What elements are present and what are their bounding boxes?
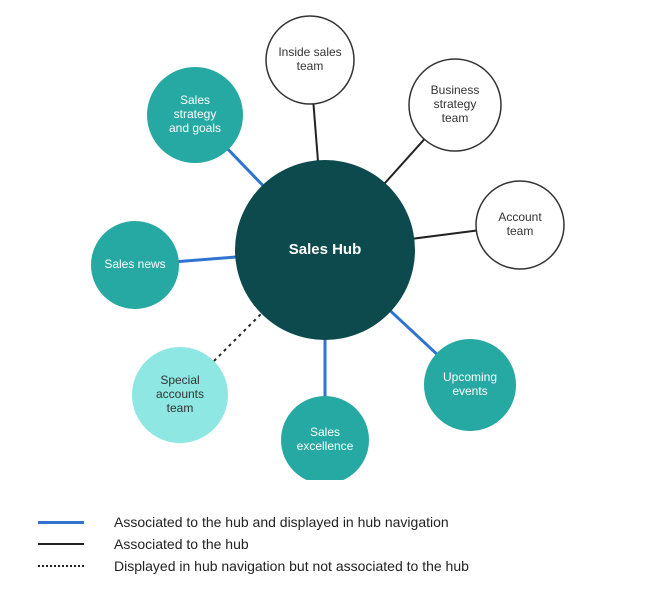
legend-label: Displayed in hub navigation but not asso… [114,558,469,574]
legend-item: Associated to the hub and displayed in h… [38,514,469,530]
legend-item: Associated to the hub [38,536,469,552]
legend-item: Displayed in hub navigation but not asso… [38,558,469,574]
legend-label: Associated to the hub and displayed in h… [114,514,449,530]
hub-spoke-diagram: Sales HubInside salesteamSalesstrategyan… [0,0,650,480]
hub-label: Sales Hub [289,241,362,258]
legend-swatch-black [38,543,84,545]
legend: Associated to the hub and displayed in h… [38,508,469,580]
legend-swatch-dotted [38,565,84,567]
node-label-news: Sales news [104,257,165,271]
legend-label: Associated to the hub [114,536,249,552]
legend-swatch-blue [38,521,84,524]
